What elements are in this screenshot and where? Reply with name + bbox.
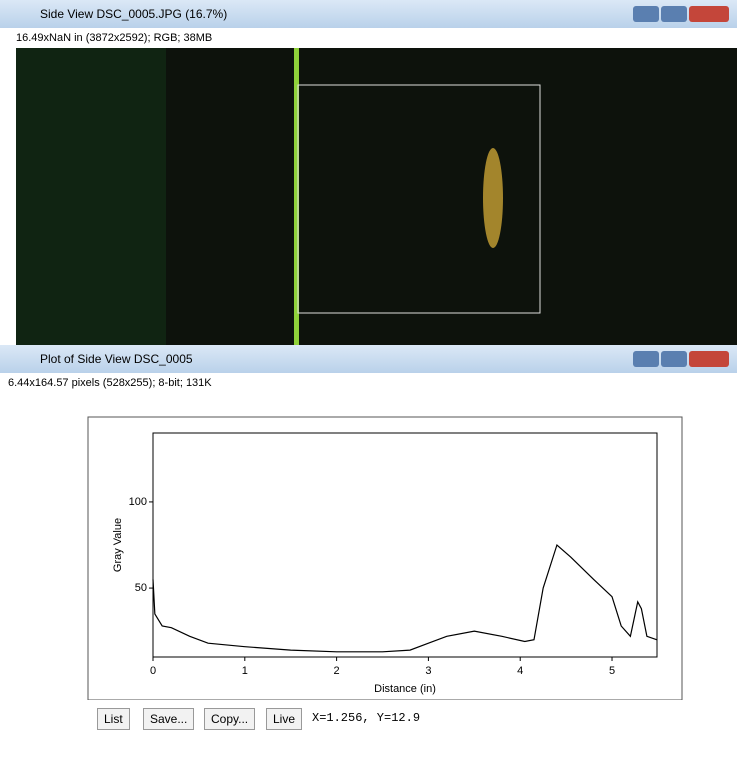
minimize[interactable]: [633, 351, 659, 367]
window-buttons: [631, 4, 729, 32]
x-tick-label: 2: [334, 665, 340, 677]
y-axis-label: Gray Value: [112, 518, 124, 572]
x-axis-label: Distance (in): [374, 683, 436, 695]
image-canvas: [16, 48, 737, 345]
live-button[interactable]: Live: [266, 708, 302, 730]
x-tick-label: 5: [609, 665, 615, 677]
maximize[interactable]: [661, 6, 687, 22]
bright-spot: [483, 148, 503, 248]
plot-frame: [88, 417, 682, 700]
close[interactable]: [689, 6, 729, 22]
image-glow: [16, 48, 166, 345]
image-info: 16.49xNaN in (3872x2592); RGB; 38MB: [16, 32, 212, 44]
copy-button[interactable]: Copy...: [204, 708, 255, 730]
plot-title-bar: Plot of Side View DSC_0005: [0, 345, 737, 373]
plot-title: Plot of Side View DSC_0005: [40, 352, 193, 366]
y-tick-label: 100: [129, 496, 147, 508]
y-tick-label: 50: [135, 582, 147, 594]
save-button[interactable]: Save...: [143, 708, 194, 730]
x-tick-label: 4: [517, 665, 523, 677]
close[interactable]: [689, 351, 729, 367]
x-tick-label: 1: [242, 665, 248, 677]
window-buttons: [631, 349, 729, 377]
list-button[interactable]: List: [97, 708, 130, 730]
minimize[interactable]: [633, 6, 659, 22]
image-title: Side View DSC_0005.JPG (16.7%): [40, 7, 227, 21]
image-title-bar: Side View DSC_0005.JPG (16.7%): [0, 0, 737, 28]
x-tick-label: 3: [425, 665, 431, 677]
plot-canvas: Distance (in) Gray Value 0 1 2 3 4 5 50 100: [0, 400, 737, 700]
maximize[interactable]: [661, 351, 687, 367]
x-tick-label: 0: [150, 665, 156, 677]
cursor-status: X=1.256, Y=12.9: [312, 711, 420, 725]
plot-info: 6.44x164.57 pixels (528x255); 8-bit; 131…: [8, 377, 212, 389]
page: Side View DSC_0005.JPG (16.7%) 16.49xNaN…: [0, 0, 737, 765]
